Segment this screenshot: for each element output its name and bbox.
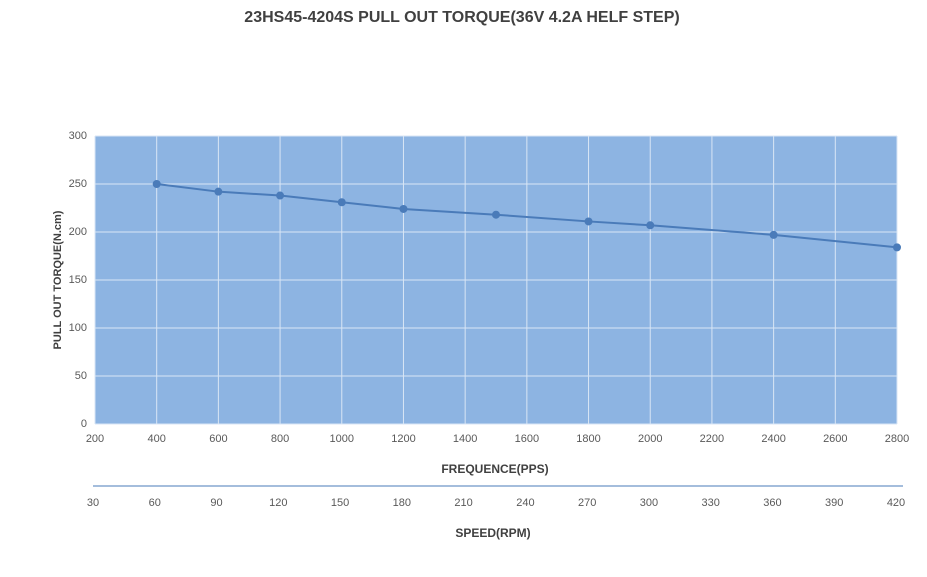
y-tick-label: 100 [69, 322, 87, 334]
y-tick-label: 300 [69, 130, 87, 142]
x2-tick-label: 180 [393, 497, 411, 509]
marker [399, 204, 408, 213]
marker [893, 243, 901, 252]
x2-tick-label: 390 [825, 497, 843, 509]
x2-tick-label: 330 [702, 497, 720, 509]
x-tick-label: 2000 [638, 433, 662, 445]
marker [214, 187, 223, 196]
x-tick-label: 1600 [515, 433, 539, 445]
y-tick-label: 0 [81, 418, 87, 430]
x-tick-label: 1800 [576, 433, 600, 445]
y-tick-label: 150 [69, 274, 87, 286]
x-tick-label: 2200 [700, 433, 724, 445]
x-tick-label: 1200 [391, 433, 415, 445]
x-tick-label: 1000 [330, 433, 354, 445]
y-tick-label: 250 [69, 178, 87, 190]
x-tick-label: 800 [271, 433, 289, 445]
marker [337, 198, 346, 207]
x-tick-label: 2600 [823, 433, 847, 445]
x-tick-label: 2400 [761, 433, 785, 445]
x-axis-title: FREQUENCE(PPS) [441, 462, 548, 476]
x-tick-label: 1400 [453, 433, 477, 445]
x-tick-label: 600 [209, 433, 227, 445]
marker [152, 180, 161, 188]
y-tick-label: 200 [69, 226, 87, 238]
x2-tick-label: 300 [640, 497, 658, 509]
x2-tick-label: 360 [763, 497, 781, 509]
x-tick-label: 400 [148, 433, 166, 445]
x-tick-label: 200 [86, 433, 104, 445]
x2-tick-label: 120 [269, 497, 287, 509]
x2-tick-label: 270 [578, 497, 596, 509]
marker [492, 210, 500, 219]
x2-tick-label: 150 [331, 497, 349, 509]
x-tick-label: 2800 [885, 433, 909, 445]
x2-tick-label: 210 [454, 497, 472, 509]
y-axis-title: PULL OUT TORQUE(N.cm) [52, 210, 64, 349]
x2-tick-label: 30 [87, 497, 99, 509]
x2-tick-label: 90 [210, 497, 222, 509]
marker [276, 191, 285, 200]
x2-axis-title: SPEED(RPM) [455, 526, 530, 540]
x2-tick-label: 60 [149, 497, 161, 509]
marker [769, 230, 778, 239]
line [156, 183, 898, 249]
marker [646, 221, 655, 230]
marker [584, 217, 593, 226]
y-tick-label: 50 [75, 370, 87, 382]
x2-tick-label: 420 [887, 497, 905, 509]
chart-title: 23HS45-4204S PULL OUT TORQUE(36V 4.2A HE… [244, 9, 679, 26]
x2-tick-label: 240 [516, 497, 534, 509]
